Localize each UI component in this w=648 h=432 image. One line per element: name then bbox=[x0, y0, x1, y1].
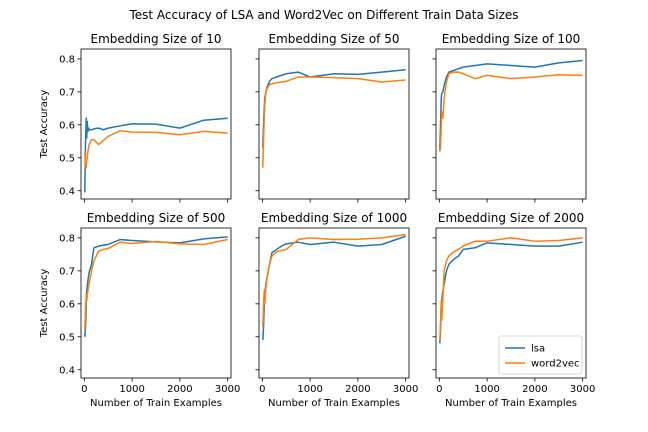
subplot-title: Embedding Size of 2000 bbox=[438, 211, 584, 225]
series-line-word2vec bbox=[439, 71, 583, 152]
axes-frame bbox=[80, 48, 232, 200]
x-tick-label: 2000 bbox=[522, 384, 547, 395]
legend-box bbox=[498, 335, 583, 375]
y-tick-label: 0.8 bbox=[59, 233, 75, 244]
series-line-word2vec bbox=[439, 237, 583, 341]
series-line-lsa bbox=[262, 235, 406, 341]
subplot-title: Embedding Size of 1000 bbox=[261, 211, 407, 225]
x-axis-label: Number of Train Examples bbox=[445, 398, 577, 409]
subplot-title: Embedding Size of 50 bbox=[269, 32, 400, 46]
x-axis-label: Number of Train Examples bbox=[268, 398, 400, 409]
subplot-title: Embedding Size of 500 bbox=[87, 211, 226, 225]
y-tick-label: 0.6 bbox=[59, 299, 75, 310]
series-line-word2vec bbox=[262, 233, 406, 327]
x-tick-label: 1000 bbox=[297, 384, 322, 395]
figure-title: Test Accuracy of LSA and Word2Vec on Dif… bbox=[128, 8, 518, 22]
subplot-title: Embedding Size of 10 bbox=[91, 32, 222, 46]
x-tick-label: 0 bbox=[81, 384, 87, 395]
x-tick-label: 0 bbox=[436, 384, 442, 395]
series-line-word2vec bbox=[262, 76, 406, 168]
legend-label-word2vec: word2vec bbox=[531, 359, 580, 370]
x-tick-label: 0 bbox=[259, 384, 265, 395]
y-tick-label: 0.7 bbox=[59, 87, 75, 98]
axes-frame bbox=[258, 227, 410, 379]
y-tick-label: 0.5 bbox=[59, 153, 75, 164]
axes-frame bbox=[258, 48, 410, 200]
subplot-title: Embedding Size of 100 bbox=[442, 32, 581, 46]
series-line-lsa bbox=[439, 241, 583, 344]
subplot-4: Embedding Size of 500 0 1000 2000 3000 0.4 0.5… bbox=[39, 211, 240, 409]
series-line-word2vec bbox=[84, 238, 228, 331]
y-tick-label: 0.6 bbox=[59, 120, 75, 131]
subplot-6: Embedding Size of 2000 0 1000 2000 3000 Numbe… bbox=[432, 211, 595, 409]
x-tick-label: 1000 bbox=[474, 384, 499, 395]
x-tick-label: 3000 bbox=[393, 384, 418, 395]
series-line-word2vec bbox=[84, 130, 228, 169]
y-tick-label: 0.5 bbox=[59, 332, 75, 343]
y-axis-label: Test Accuracy bbox=[39, 269, 50, 339]
y-tick-label: 0.8 bbox=[59, 54, 75, 65]
x-tick-label: 1000 bbox=[119, 384, 144, 395]
legend-label-lsa: lsa bbox=[531, 344, 545, 355]
y-tick-label: 0.4 bbox=[59, 365, 75, 376]
y-tick-label: 0.4 bbox=[59, 186, 75, 197]
axes-frame bbox=[435, 48, 587, 200]
legend: lsa word2vec bbox=[498, 335, 583, 375]
subplot-1: Embedding Size of 10 0.4 0.5 0.6 0.7 0.8 Test … bbox=[39, 32, 232, 203]
subplot-3: Embedding Size of 100 bbox=[432, 32, 587, 203]
y-tick-label: 0.7 bbox=[59, 266, 75, 277]
x-axis-label: Number of Train Examples bbox=[90, 398, 222, 409]
subplot-2: Embedding Size of 50 bbox=[255, 32, 410, 203]
series-line-lsa bbox=[84, 236, 228, 337]
series-line-lsa bbox=[84, 117, 228, 193]
x-tick-label: 2000 bbox=[167, 384, 192, 395]
x-tick-label: 2000 bbox=[345, 384, 370, 395]
axes-frame bbox=[80, 227, 232, 379]
series-line-lsa bbox=[439, 59, 583, 152]
subplot-grid: Embedding Size of 10 0.4 0.5 0.6 0.7 0.8 Test … bbox=[39, 32, 595, 409]
y-axis-label: Test Accuracy bbox=[39, 90, 50, 160]
axes-frame bbox=[435, 227, 587, 379]
x-tick-label: 3000 bbox=[215, 384, 240, 395]
x-tick-label: 3000 bbox=[570, 384, 595, 395]
subplot-5: Embedding Size of 1000 0 1000 2000 3000 Numbe… bbox=[255, 211, 418, 409]
